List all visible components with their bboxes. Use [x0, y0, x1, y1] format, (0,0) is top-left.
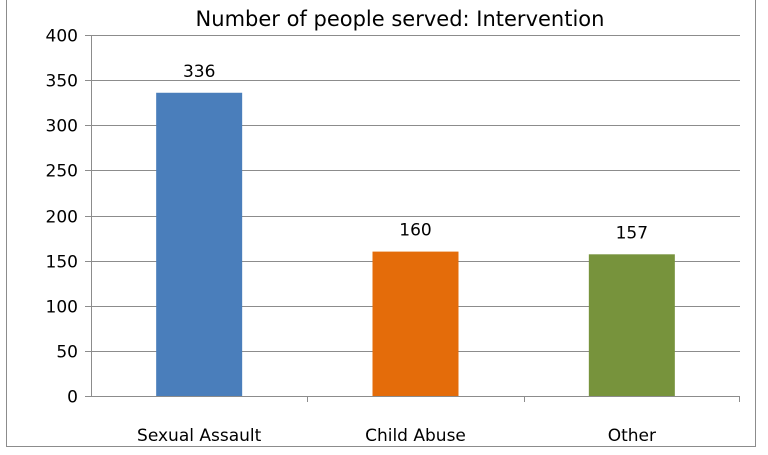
labels: 0 50 100 150 200 250 300 350 400 336 Sexual Assaul…: [46, 27, 656, 447]
data-label: 160: [399, 221, 431, 241]
data-label: 336: [183, 62, 215, 82]
y-tick-label: 300: [46, 117, 78, 137]
category-label: Other: [608, 426, 656, 446]
y-tick-label: 250: [46, 162, 78, 182]
bar-2: [589, 254, 675, 396]
y-tick-label: 100: [46, 298, 78, 318]
bars: [156, 93, 675, 396]
chart-title: Number of people served: Intervention: [196, 7, 605, 31]
bar-0: [156, 93, 242, 396]
y-tick-label: 200: [46, 208, 78, 228]
y-tick-label: 400: [46, 27, 78, 47]
y-tick-label: 0: [67, 388, 78, 408]
category-label: Sexual Assault: [137, 426, 262, 446]
category-label: Child Abuse: [365, 426, 466, 446]
y-tick-label: 50: [56, 343, 78, 363]
bar-1: [373, 252, 459, 396]
y-tick-label: 150: [46, 253, 78, 273]
data-label: 157: [616, 223, 648, 243]
y-tick-label: 350: [46, 72, 78, 92]
